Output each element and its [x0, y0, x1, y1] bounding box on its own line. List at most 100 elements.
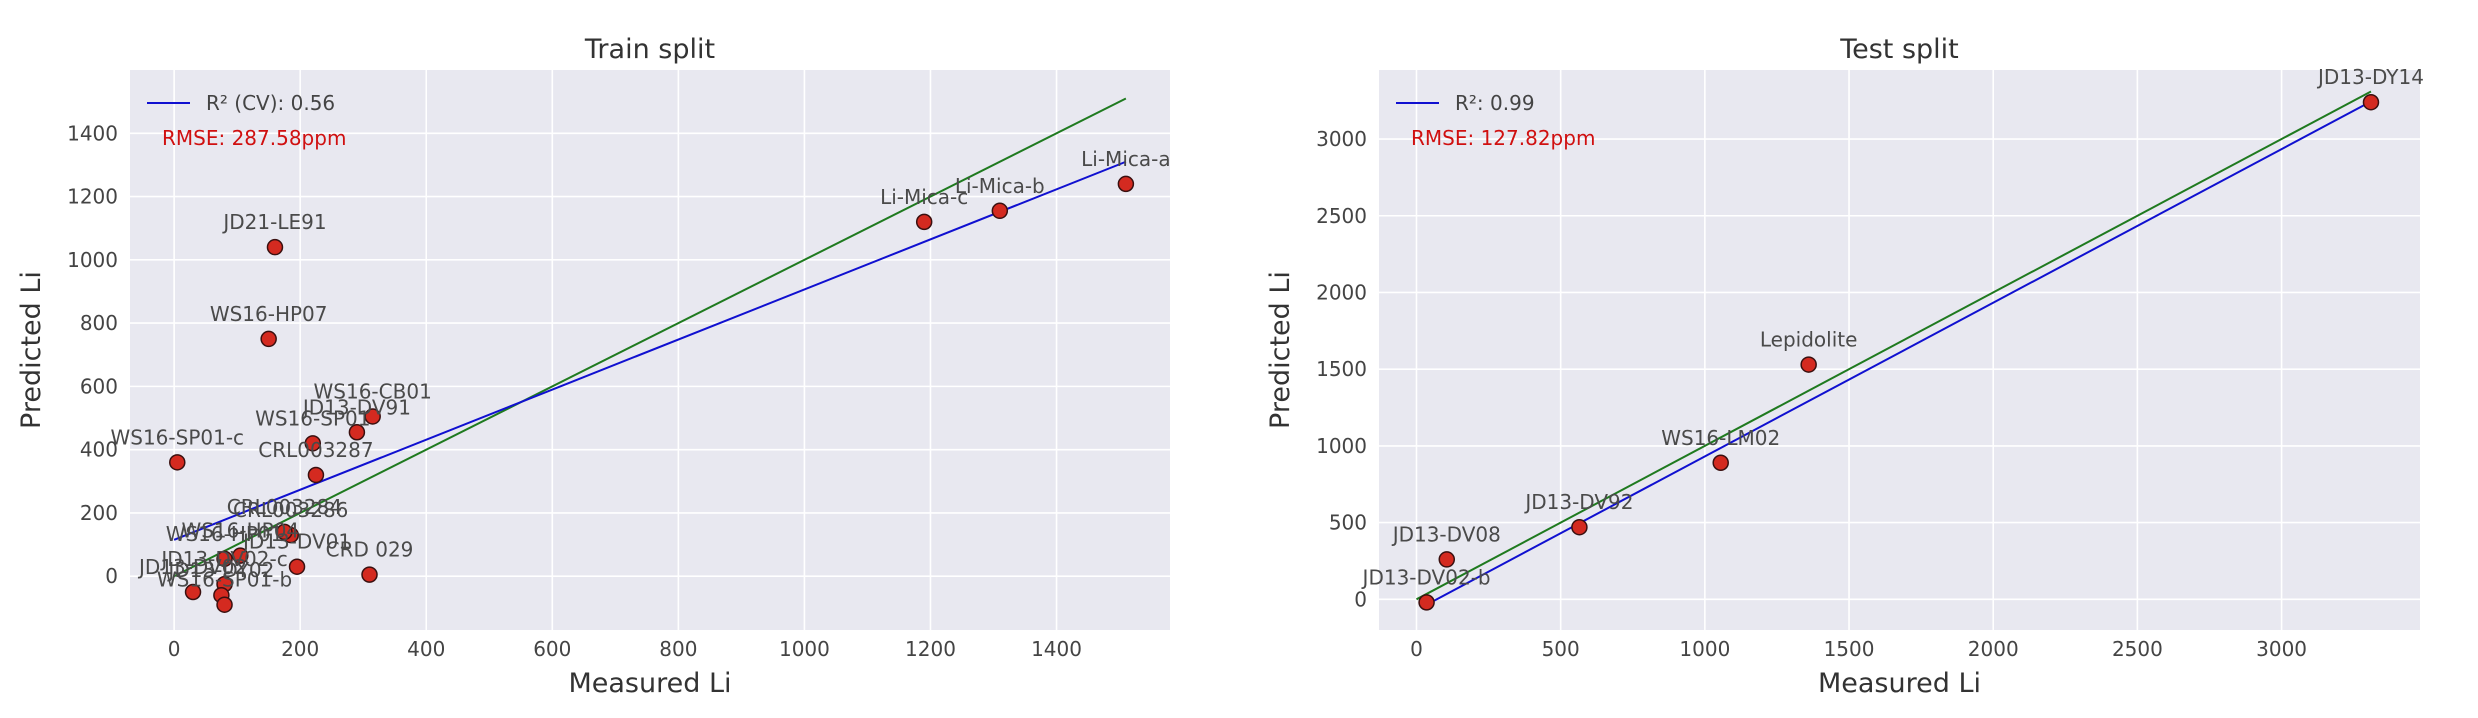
- data-point-crl003284: [276, 523, 293, 541]
- x-tick-label: 0: [168, 637, 181, 661]
- x-tick-label: 400: [407, 637, 445, 661]
- point-label-jd13-dv08: JD13-DV08: [1391, 522, 1501, 546]
- x-axis-label: Measured Li: [568, 668, 731, 699]
- data-point-li-mica-c: [915, 213, 933, 231]
- point-label-li-mica-b: Li-Mica-b: [955, 174, 1045, 198]
- data-point-jd21-le91: [266, 238, 284, 256]
- x-tick-label: 2500: [2112, 637, 2163, 661]
- train-split-panel: WS16-SP01-cJD21-LE91WS16-HP07WS16-CB01JD…: [16, 34, 1171, 699]
- point-label-ws16-hp04: WS16-HP04: [181, 519, 299, 543]
- rmse-annotation: RMSE: 127.82ppm: [1411, 126, 1595, 150]
- data-point-ws16-cb01: [364, 408, 381, 425]
- point-label-jd21-le91: JD21-LE91: [221, 210, 326, 234]
- x-tick-label: 2000: [1968, 637, 2019, 661]
- point-label-jd13-dv02-b: JD13-DV02-b: [1361, 565, 1491, 589]
- rmse-annotation: RMSE: 287.58ppm: [162, 126, 346, 150]
- x-tick-label: 1000: [779, 637, 830, 661]
- data-point-ws16-hp04: [232, 547, 249, 564]
- point-label-jd13-dv01: JD13-DV01: [241, 530, 351, 554]
- y-tick-label: 2500: [1316, 204, 1367, 228]
- point-label-crl003287: CRL003287: [258, 438, 373, 462]
- point-label-crd-029: CRD 029: [326, 538, 414, 562]
- y-tick-label: 0: [105, 564, 118, 588]
- data-point-jd13-dv08: [1438, 551, 1456, 568]
- data-point-ws16-sp01-b: [216, 596, 233, 613]
- data-point-lepidolite: [1800, 356, 1817, 373]
- point-label-jd13-dv02-c: JD13-DV02-c: [159, 547, 287, 571]
- legend: R² (CV): 0.56: [147, 91, 335, 115]
- legend: R²: 0.99: [1396, 91, 1535, 115]
- point-label-ws16-sp01-c: WS16-SP01-c: [110, 425, 244, 449]
- data-point-ws16-hp07: [260, 330, 277, 348]
- point-label-jd13-dy02: JD13-DY02: [166, 558, 274, 582]
- data-points: [1418, 93, 2380, 611]
- point-label-jd13-dv02: JD13-DV02: [137, 555, 247, 579]
- x-tick-label: 500: [1542, 637, 1580, 661]
- y-tick-label: 200: [80, 501, 118, 525]
- y-axis-label: Predicted Li: [1265, 271, 1296, 429]
- y-axis-label: Predicted Li: [16, 271, 47, 429]
- tick-labels: 0 200 400 600 800 1000 1200 1400 0 200 400 600 800 10…: [67, 121, 1082, 661]
- grid-lines: [1379, 70, 2420, 630]
- data-point-li-mica-b: [991, 202, 1009, 220]
- test-split-panel: JD13-DV02-b JD13-DV08 JD13-DV92 WS16-LM02 Le…: [1265, 34, 2424, 699]
- point-label-jd13-dv91: JD13-DV91: [301, 395, 411, 419]
- y-tick-label: 400: [80, 438, 118, 462]
- point-label-ws16-sp01: WS16-SP01: [255, 406, 370, 430]
- point-labels: WS16-SP01-cJD21-LE91WS16-HP07WS16-CB01JD…: [110, 147, 1170, 592]
- y-tick-label: 600: [80, 374, 118, 398]
- point-label-ws16-lm02: WS16-LM02: [1661, 426, 1780, 450]
- point-label-lepidolite: Lepidolite: [1760, 328, 1858, 352]
- y-tick-label: 800: [80, 311, 118, 335]
- fit-line: [173, 160, 1127, 541]
- x-tick-label: 1500: [1824, 637, 1875, 661]
- legend-label: R² (CV): 0.56: [206, 91, 335, 115]
- point-label-li-mica-c: Li-Mica-c: [880, 185, 968, 209]
- x-tick-label: 600: [533, 637, 571, 661]
- data-point-jd13-dv91: [348, 424, 366, 441]
- data-point-jd13-dv92: [1571, 518, 1588, 536]
- y-tick-label: 1500: [1316, 357, 1367, 381]
- x-axis-label: Measured Li: [1818, 668, 1981, 699]
- point-label-ws16-sp01-b: WS16-SP01-b: [157, 568, 292, 592]
- x-tick-label: 3000: [2256, 637, 2307, 661]
- point-label-crl003286: CRL003286: [233, 498, 348, 522]
- y-tick-label: 1200: [67, 185, 118, 209]
- data-point-li-mica-a: [1117, 175, 1135, 193]
- x-tick-label: 0: [1410, 637, 1423, 661]
- grid-lines: [130, 70, 1170, 630]
- y-tick-label: 1000: [67, 248, 118, 272]
- regression-lines: [173, 97, 1127, 578]
- y-tick-label: 1000: [1316, 434, 1367, 458]
- point-label-ws16-cb01: WS16-CB01: [314, 379, 432, 403]
- point-label-jd13-dy14: JD13-DY14: [2316, 65, 2424, 89]
- x-tick-label: 1000: [1679, 637, 1730, 661]
- y-tick-label: 3000: [1316, 127, 1367, 151]
- point-label-crl003284: CRL003284: [227, 495, 342, 519]
- point-label-ws16-hp07: WS16-HP07: [210, 302, 328, 326]
- x-tick-label: 1200: [905, 637, 956, 661]
- data-point-jd13-dv01: [288, 558, 306, 575]
- data-point-ws16-sp01-c: [169, 454, 186, 471]
- legend-label: R²: 0.99: [1455, 91, 1535, 115]
- x-tick-label: 1400: [1031, 637, 1082, 661]
- tick-labels: 0 500 1000 1500 2000 2500 3000 0 500 1000 1500 2000…: [1316, 127, 2307, 661]
- point-labels: JD13-DV02-b JD13-DV08 JD13-DV92 WS16-LM02 Le…: [1361, 65, 2424, 589]
- data-point-jd13-dv02: [184, 583, 202, 601]
- data-point-crd-029: [361, 566, 378, 583]
- data-point-ws16-hp01: [216, 550, 233, 568]
- data-point-ws16-sp01: [304, 435, 322, 452]
- data-points: [169, 175, 1135, 613]
- x-tick-label: 800: [659, 637, 697, 661]
- data-point-jd13-dv02-b: [1418, 594, 1435, 611]
- chart-title: Test split: [1839, 34, 1959, 65]
- point-label-jd13-dv92: JD13-DV92: [1523, 490, 1633, 514]
- data-point-crl003287: [307, 466, 325, 484]
- y-tick-label: 2000: [1316, 280, 1367, 304]
- y-tick-label: 0: [1354, 587, 1367, 611]
- identity-line: [173, 97, 1127, 578]
- point-label-li-mica-a: Li-Mica-a: [1081, 147, 1170, 171]
- data-point-jd13-dy14: [2362, 93, 2380, 111]
